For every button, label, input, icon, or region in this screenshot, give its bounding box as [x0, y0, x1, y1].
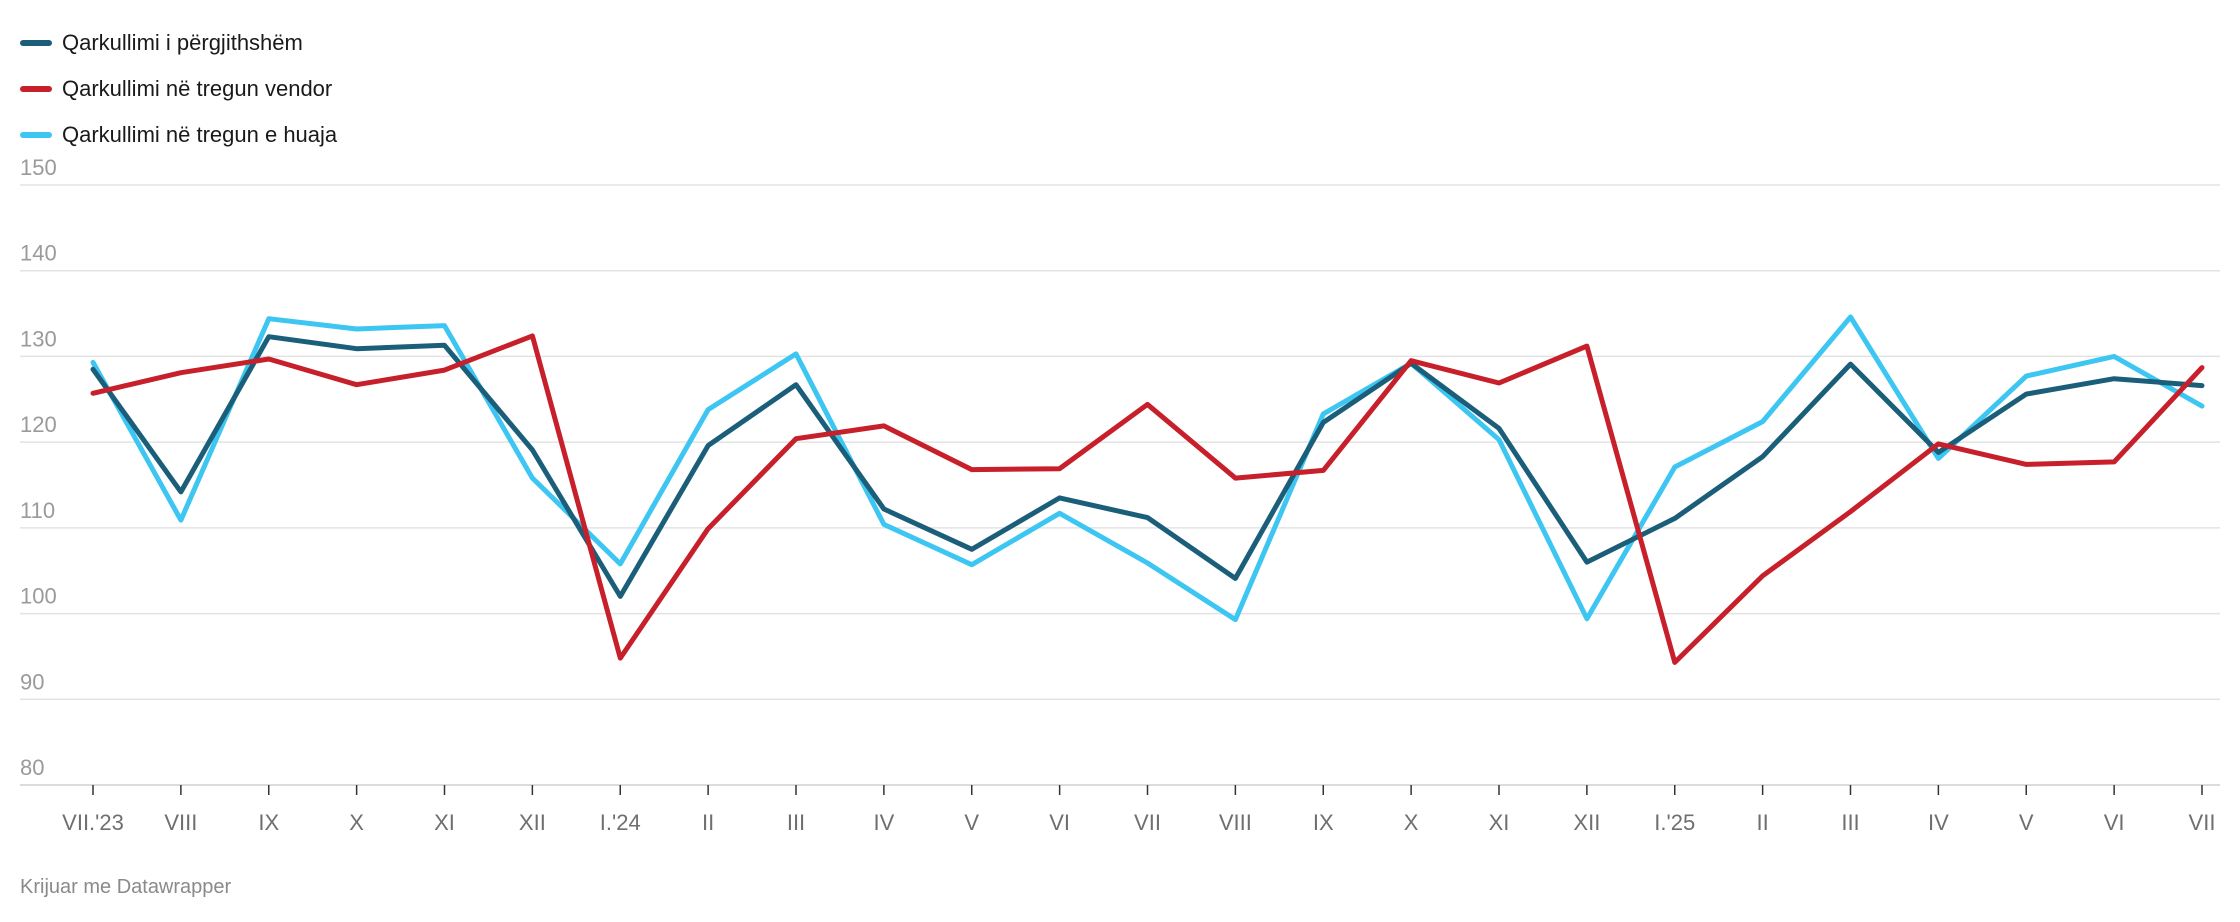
y-tick-label: 100: [20, 584, 57, 609]
legend: Qarkullimi i përgjithshëm Qarkullimi në t…: [20, 20, 337, 158]
x-tick-label: XII: [1573, 810, 1600, 835]
series-line: [90, 314, 2205, 623]
legend-item: Qarkullimi në tregun vendor: [20, 66, 337, 112]
x-tick-label: I.'25: [1654, 810, 1695, 835]
y-tick-label: 120: [20, 412, 57, 437]
x-tick-label: VII: [1134, 810, 1161, 835]
y-tick-label: 110: [20, 498, 55, 523]
x-tick-label: XI: [434, 810, 455, 835]
x-tick-label: IX: [258, 810, 279, 835]
x-tick-label: VIII: [1219, 810, 1252, 835]
x-tick-label: IV: [873, 810, 894, 835]
footer-credit: Krijuar me Datawrapper: [20, 876, 232, 898]
legend-label: Qarkullimi në tregun vendor: [62, 76, 333, 101]
x-tick-label: X: [349, 810, 364, 835]
x-tick-label: III: [787, 810, 805, 835]
x-tick-label: XI: [1489, 810, 1510, 835]
y-tick-label: 150: [20, 155, 57, 180]
legend-label: Qarkullimi i përgjithshëm: [62, 30, 303, 55]
x-tick-label: IX: [1313, 810, 1334, 835]
x-tick-label: XII: [519, 810, 546, 835]
y-tick-label: 130: [20, 326, 57, 351]
x-tick-label: IV: [1928, 810, 1949, 835]
y-tick-label: 90: [20, 669, 44, 694]
x-tick-label: II: [1757, 810, 1769, 835]
x-tick-label: VI: [1049, 810, 1070, 835]
legend-item: Qarkullimi në tregun e huaja: [20, 112, 337, 158]
x-tick-label: III: [1841, 810, 1859, 835]
y-tick-label: 80: [20, 755, 44, 780]
y-tick-label: 140: [20, 241, 57, 266]
x-tick-label: X: [1404, 810, 1419, 835]
x-tick-label: VIII: [164, 810, 197, 835]
x-tick-label: II: [702, 810, 714, 835]
x-tick-label: V: [964, 810, 979, 835]
x-tick-label: VII.'23: [62, 810, 124, 835]
x-tick-label: I.'24: [600, 810, 641, 835]
legend-swatch: [20, 40, 52, 46]
x-tick-label: V: [2019, 810, 2034, 835]
series-line: [90, 334, 2205, 599]
legend-swatch: [20, 86, 52, 92]
legend-swatch: [20, 132, 52, 138]
legend-item: Qarkullimi i përgjithshëm: [20, 20, 337, 66]
legend-label: Qarkullimi në tregun e huaja: [62, 122, 338, 147]
x-tick-label: VII: [2189, 810, 2216, 835]
series-line: [90, 333, 2205, 665]
x-tick-label: VI: [2104, 810, 2125, 835]
